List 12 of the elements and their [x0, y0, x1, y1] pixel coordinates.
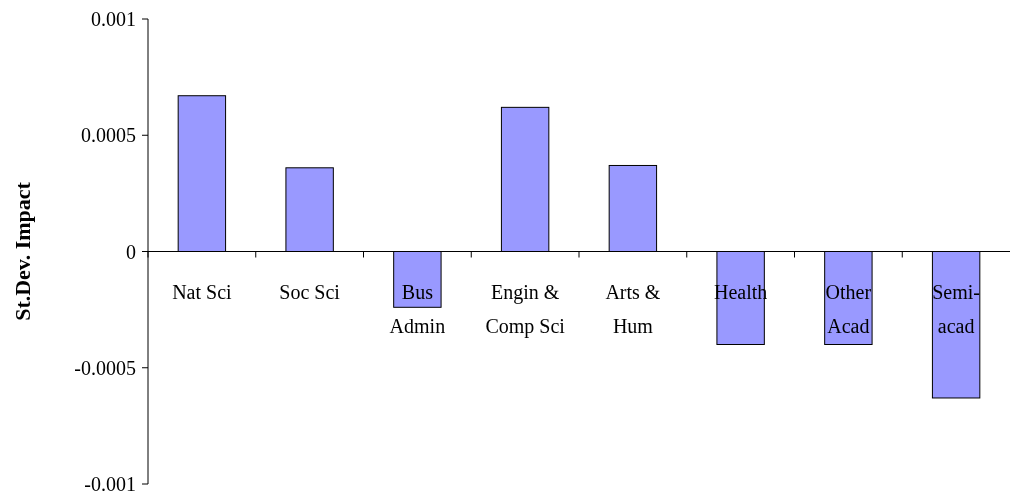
y-axis-title: St.Dev. Impact: [10, 181, 35, 321]
x-tick-label: Engin & Comp Sci: [485, 280, 566, 338]
x-tick-label: Nat Sci: [172, 280, 233, 303]
y-tick-label: 0.0005: [81, 124, 136, 147]
x-tick-label: Other Acad: [825, 280, 872, 337]
y-tick-label: -0.001: [84, 473, 136, 495]
y-tick-label: 0: [126, 240, 136, 263]
x-tick-label: Bus Admin: [389, 280, 446, 337]
x-tick-label: Soc Sci: [279, 280, 341, 303]
y-tick-label: 0.001: [91, 8, 136, 30]
y-tick-label: -0.0005: [74, 356, 136, 379]
x-tick-label: Arts & Hum: [605, 280, 661, 337]
